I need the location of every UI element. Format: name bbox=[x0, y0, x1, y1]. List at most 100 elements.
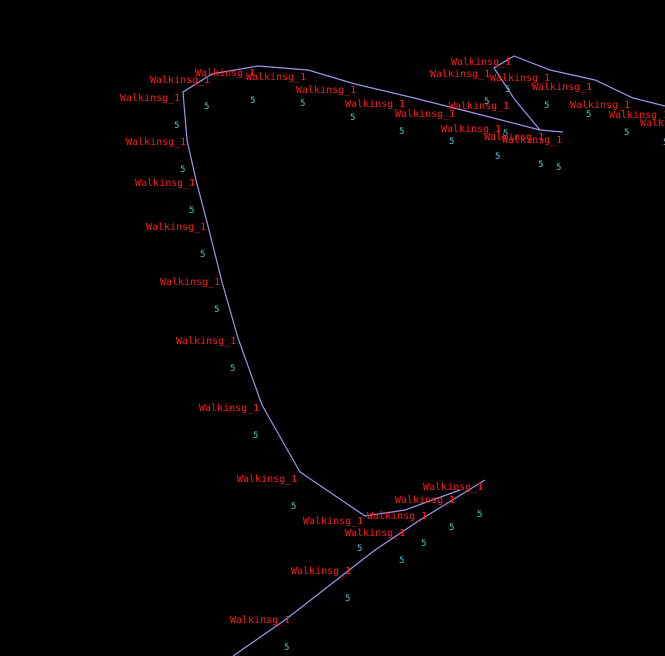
feature-label: Walkinsg_1 5 bbox=[135, 178, 195, 216]
feature-value-label: 5 bbox=[357, 544, 362, 554]
path-lower-track bbox=[232, 479, 486, 656]
feature-value-label: 5 bbox=[484, 97, 489, 107]
feature-name-label: Walkinsg_1 bbox=[609, 110, 665, 121]
feature-label: Walkinsg_1 5 bbox=[423, 482, 483, 520]
feature-name-label: Walkinsg_1 bbox=[230, 615, 290, 626]
feature-label: Walkinsg_1 5 bbox=[532, 82, 592, 120]
feature-label: Walkinsg_15 bbox=[570, 100, 630, 138]
feature-name-label: Walkinsg_1 bbox=[160, 277, 220, 288]
feature-label: Walkinsg_1 5 bbox=[345, 99, 405, 137]
feature-label: Walkinsg_1 5 bbox=[430, 69, 490, 107]
feature-value-label: 5 bbox=[253, 431, 258, 441]
feature-name-label: Walkinsg_1 bbox=[135, 178, 195, 189]
feature-name-label: Walkinsg_1 bbox=[430, 69, 490, 80]
feature-value-label: 5 bbox=[544, 101, 549, 111]
feature-name-label: Walkinsg_1 bbox=[246, 72, 306, 83]
feature-label: Walkinsg_1 5 bbox=[160, 277, 220, 315]
feature-value-label: 5 bbox=[477, 510, 482, 520]
feature-value-label: 5 bbox=[350, 113, 355, 123]
path-upper-right-track bbox=[493, 55, 665, 131]
feature-name-label: Walkinsg_1 bbox=[237, 474, 297, 485]
feature-name-label: Walkinsg_1 bbox=[120, 93, 180, 104]
feature-label: Walkinsg_1 5 bbox=[451, 57, 511, 95]
feature-name-label: Walkinsg_1 bbox=[146, 222, 206, 233]
feature-name-label: Walkinsg_1 bbox=[570, 100, 630, 111]
feature-label: Walkinsg_1 5 bbox=[449, 101, 509, 139]
feature-label: Walkinsg_1 5 bbox=[246, 72, 306, 109]
feature-value-label: 5 bbox=[204, 102, 209, 112]
feature-name-label: Walkinsg_1 bbox=[296, 85, 356, 96]
feature-value-label: 5 bbox=[291, 502, 296, 512]
feature-label: Walkinsg_1 5 bbox=[367, 511, 427, 549]
feature-name-label: Walkinsg_1 bbox=[303, 516, 363, 527]
feature-value-label: 5 bbox=[556, 163, 561, 173]
feature-name-label: Walkinsg_1 bbox=[367, 511, 427, 522]
feature-label: Walkinsg_15 bbox=[640, 118, 665, 129]
feature-name-label: Walkinsg_1 bbox=[195, 68, 255, 79]
feature-label: Walkinsg_1 5 bbox=[291, 566, 351, 604]
feature-label: Walkinsg_1 5 bbox=[176, 336, 236, 374]
feature-value-label: 5 bbox=[449, 523, 454, 533]
feature-name-label: Walkinsg_1 bbox=[451, 57, 511, 68]
feature-value-label: 5 bbox=[345, 594, 350, 604]
feature-name-label: Walkinsg_1 bbox=[490, 73, 550, 84]
feature-name-label: Walkinsg_1 bbox=[484, 132, 544, 143]
feature-label: Walkinsg_15 bbox=[395, 495, 455, 533]
feature-value-label: 5 bbox=[586, 110, 591, 120]
feature-name-label: Walkinsg_1 bbox=[423, 482, 483, 493]
feature-value-label: 5 bbox=[230, 364, 235, 374]
feature-name-label: Walkinsg_1 bbox=[345, 528, 405, 539]
feature-value-label: 5 bbox=[399, 556, 404, 566]
feature-value-label: 5 bbox=[495, 152, 500, 162]
feature-label: Walkinsg_1 5 bbox=[609, 110, 665, 148]
feature-label: Walkinsg_1 5 bbox=[502, 135, 562, 173]
feature-value-label: 5 bbox=[503, 129, 508, 139]
feature-value-label: 5 bbox=[214, 305, 219, 315]
feature-label: Walkinsg_1 5 bbox=[345, 528, 405, 566]
feature-name-label: Walkinsg_1 bbox=[449, 101, 509, 112]
feature-label: Walkinsg_1 5 bbox=[126, 137, 186, 175]
feature-value-label: 5 bbox=[399, 127, 404, 137]
feature-value-label: 5 bbox=[300, 99, 305, 109]
feature-value-label: 5 bbox=[449, 137, 454, 147]
feature-label: Walkinsg_1 5 bbox=[199, 403, 259, 441]
feature-value-label: 5 bbox=[180, 165, 185, 175]
feature-name-label: Walkinsg_1 bbox=[640, 118, 665, 129]
feature-name-label: Walkinsg_1 bbox=[345, 99, 405, 110]
feature-name-label: Walkinsg_1 bbox=[126, 137, 186, 148]
feature-name-label: Walkinsg_1 bbox=[199, 403, 259, 414]
feature-label: Walkinsg_1 5 bbox=[303, 516, 363, 554]
feature-label: Walkinsg_1 5 bbox=[395, 109, 455, 147]
feature-name-label: Walkinsg_1 bbox=[291, 566, 351, 577]
feature-value-label: 5 bbox=[538, 160, 543, 170]
feature-name-label: Walkinsg_1 bbox=[441, 124, 501, 135]
feature-value-label: 5 bbox=[663, 138, 665, 148]
feature-name-label: Walkinsg_1 bbox=[502, 135, 562, 146]
path-main-track bbox=[182, 65, 564, 517]
feature-label: Walkinsg_15 bbox=[484, 132, 544, 170]
feature-name-label: Walkinsg_1 bbox=[532, 82, 592, 93]
feature-label: Walkinsg_1 5 bbox=[120, 93, 180, 131]
feature-value-label: 5 bbox=[200, 250, 205, 260]
feature-label: Walkinsg_1 5 bbox=[150, 75, 210, 112]
feature-value-label: 5 bbox=[284, 643, 289, 653]
feature-value-label: 5 bbox=[624, 128, 629, 138]
paths-layer bbox=[182, 55, 665, 656]
feature-label: Walkinsg_1 5 bbox=[296, 85, 356, 123]
feature-label: Walkinsg_1 5 bbox=[441, 124, 501, 162]
feature-value-label: 5 bbox=[421, 539, 426, 549]
feature-name-label: Walkinsg_1 bbox=[150, 75, 210, 86]
feature-name-label: Walkinsg_1 bbox=[395, 109, 455, 120]
feature-value-label: 5 bbox=[189, 206, 194, 216]
feature-label: Walkinsg_1 5 bbox=[195, 68, 255, 106]
feature-name-label: Walkinsg_1 bbox=[176, 336, 236, 347]
labels-layer: Walkinsg_15Walkinsg_15Walkinsg_15Walkins… bbox=[120, 57, 665, 653]
feature-label: Walkinsg_1 5 bbox=[230, 615, 290, 653]
feature-value-label: 5 bbox=[505, 85, 510, 95]
feature-label: Walkinsg_15 bbox=[490, 73, 550, 111]
feature-value-label: 5 bbox=[250, 96, 255, 106]
feature-label: Walkinsg_1 5 bbox=[146, 222, 206, 260]
feature-value-label: 5 bbox=[174, 121, 179, 131]
